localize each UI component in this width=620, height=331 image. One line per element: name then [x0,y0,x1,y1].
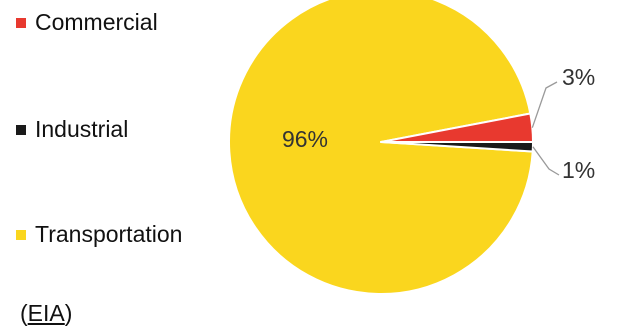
source-close-paren: ) [64,300,73,326]
data-label-transportation: 96% [282,126,328,152]
leader-line-commercial [531,81,558,128]
source-open-paren: ( [20,300,28,326]
legend-item-commercial: Commercial [16,9,158,36]
legend-label-industrial: Industrial [35,116,129,142]
data-label-commercial: 3% [562,64,595,90]
legend-item-industrial: Industrial [16,116,128,143]
legend-item-transportation: Transportation [16,221,182,248]
data-label-industrial: 1% [562,157,595,183]
source-link-eia[interactable]: EIA [27,300,65,326]
source-note: (EIA) [20,300,72,327]
leader-line-industrial [532,146,560,176]
legend-label-commercial: Commercial [35,9,158,35]
legend-swatch-commercial [16,17,26,28]
pie-slice-industrial [380,141,534,153]
legend-swatch-transportation [16,229,26,240]
pie-slice-transportation [228,0,534,295]
legend-label-transportation: Transportation [35,221,183,247]
legend-swatch-industrial [16,124,26,135]
